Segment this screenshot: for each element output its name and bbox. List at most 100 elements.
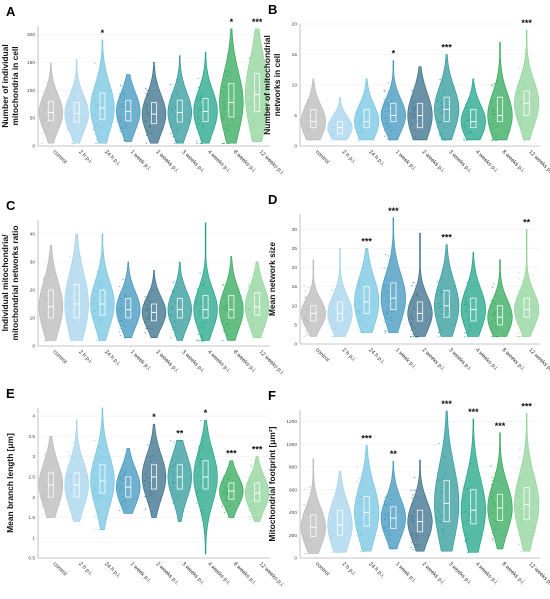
data-point [249, 465, 252, 467]
data-point [95, 468, 97, 469]
data-point [359, 551, 362, 552]
data-point [226, 310, 229, 312]
data-point [415, 285, 417, 287]
data-point [330, 134, 332, 136]
data-point [520, 81, 522, 83]
data-point [337, 502, 339, 504]
data-point [467, 492, 469, 494]
x-category-label: 8 weeks p.i. [232, 561, 257, 586]
x-category-label: 2 h p.i. [77, 349, 93, 365]
data-point [495, 336, 497, 338]
data-point [122, 489, 125, 491]
data-point [253, 288, 256, 289]
data-point [387, 525, 390, 527]
data-point [524, 328, 526, 330]
iqr-box [254, 292, 261, 316]
data-point [305, 545, 308, 546]
data-point [523, 72, 525, 74]
data-point [467, 336, 469, 338]
data-point [43, 454, 46, 456]
data-point [42, 278, 45, 280]
data-point [417, 516, 419, 518]
data-point [415, 105, 417, 106]
data-point [443, 531, 445, 532]
data-point [44, 298, 47, 300]
iqr-box [202, 460, 209, 490]
data-point [222, 339, 224, 341]
data-point [439, 303, 441, 304]
data-point [307, 549, 309, 551]
data-point [331, 524, 333, 526]
data-point [361, 129, 363, 131]
data-point [389, 521, 391, 523]
data-point [124, 293, 126, 295]
data-point [309, 123, 311, 125]
data-point [224, 100, 227, 102]
data-point [386, 138, 389, 140]
data-point [72, 129, 74, 130]
data-point [44, 453, 47, 455]
data-point [492, 336, 494, 338]
data-point [250, 316, 252, 317]
data-point [72, 486, 74, 488]
data-point [226, 491, 229, 492]
iqr-box [310, 108, 317, 129]
data-point [310, 539, 312, 541]
iqr-box [416, 509, 424, 533]
data-point [44, 313, 46, 315]
data-point [307, 329, 309, 331]
data-point [388, 522, 390, 524]
data-point [144, 484, 147, 486]
data-point [442, 291, 444, 293]
data-point [227, 116, 229, 118]
data-point [362, 127, 364, 128]
data-point [125, 326, 127, 327]
data-point [358, 310, 360, 311]
data-point [520, 293, 522, 295]
data-point [463, 320, 465, 322]
data-point [45, 487, 47, 489]
data-point [69, 492, 71, 494]
data-point [251, 109, 254, 111]
data-point [172, 136, 174, 137]
data-point [411, 542, 413, 544]
data-point [308, 529, 310, 531]
data-point [151, 328, 153, 330]
data-point [337, 321, 340, 323]
data-point [94, 127, 96, 129]
data-point [202, 139, 204, 141]
data-point [72, 126, 74, 128]
violin-points [463, 98, 473, 141]
iqr-box [390, 282, 397, 311]
data-point [173, 501, 175, 502]
y-axis-label: networks in cell [272, 54, 282, 117]
data-point [171, 496, 173, 498]
data-point [357, 132, 359, 133]
data-point [387, 526, 390, 528]
data-point [387, 103, 389, 105]
data-point [468, 98, 470, 99]
data-point [122, 496, 125, 498]
data-point [200, 307, 202, 308]
data-point [97, 481, 99, 483]
data-point [225, 304, 227, 306]
violin-points [170, 281, 180, 339]
data-point [69, 256, 71, 258]
data-point [202, 112, 205, 113]
data-point [414, 108, 416, 110]
data-point [491, 139, 493, 141]
data-point [172, 292, 174, 293]
x-category-label: 2 h p.i. [341, 347, 357, 363]
data-point [119, 116, 121, 118]
data-point [74, 314, 76, 316]
iqr-box [254, 482, 261, 502]
data-point [196, 143, 198, 144]
data-point [148, 313, 150, 315]
data-point [521, 92, 524, 94]
data-point [358, 116, 361, 118]
data-point [93, 94, 95, 95]
data-point [497, 503, 500, 505]
data-point [98, 309, 100, 310]
data-point [360, 120, 362, 122]
data-point [119, 298, 122, 299]
